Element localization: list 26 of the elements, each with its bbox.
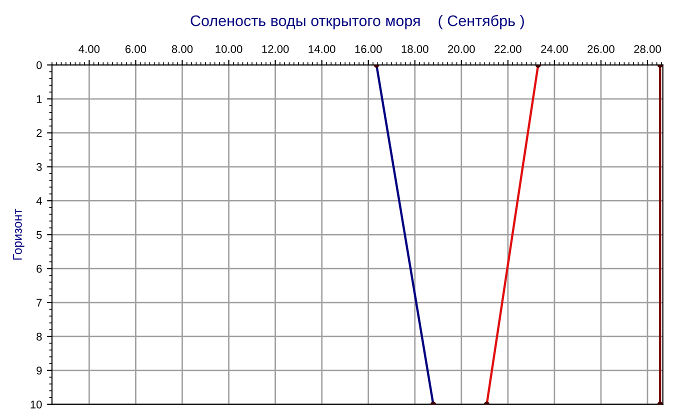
y-axis-title: Горизонт [13, 208, 24, 260]
x-tick-label: 28.00 [634, 45, 661, 54]
x-tick-label: 24.00 [541, 45, 568, 54]
x-tick-label: 14.00 [308, 45, 336, 54]
y-tick-label: 2 [36, 129, 42, 137]
y-tick-label: 8 [36, 332, 42, 341]
x-tick-label: 10.00 [216, 45, 242, 54]
x-tick-label: 18.00 [402, 45, 428, 54]
y-tick-label: 10 [30, 400, 42, 408]
x-tick-label: 16.00 [355, 45, 382, 54]
y-tick-label: 0 [36, 61, 42, 70]
y-tick-label: 1 [36, 95, 42, 103]
chart-title: Соленость воды открытого моря ( Сентябрь ) [190, 14, 524, 30]
y-tick-label: 5 [36, 231, 42, 239]
y-tick-label: 9 [36, 366, 42, 375]
y-tick-label: 3 [36, 163, 42, 171]
x-tick-label: 8.00 [172, 45, 193, 54]
x-tick-label: 4.00 [78, 45, 100, 54]
x-tick-label: 20.00 [448, 45, 475, 54]
x-tick-label: 6.00 [125, 45, 146, 54]
x-tick-label: 22.00 [494, 45, 522, 54]
y-tick-label: 4 [36, 197, 42, 205]
y-tick-label: 6 [36, 264, 42, 273]
x-tick-label: 12.00 [262, 45, 289, 54]
x-tick-label: 26.00 [588, 45, 614, 54]
y-tick-label: 7 [36, 298, 42, 307]
